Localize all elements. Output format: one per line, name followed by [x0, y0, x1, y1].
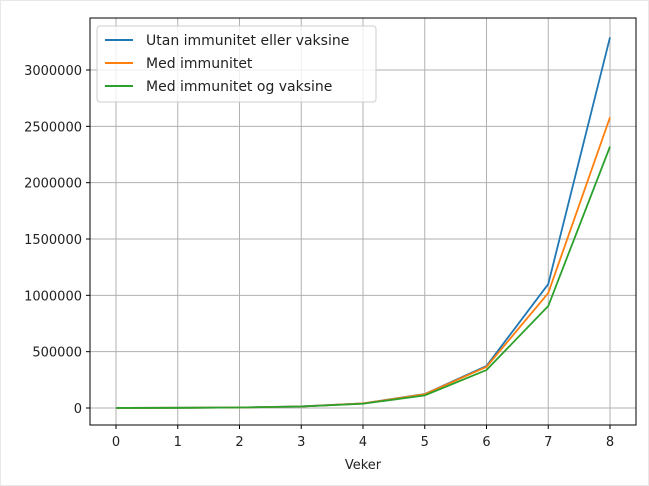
y-tick-label: 2500000 — [24, 120, 82, 135]
legend-box — [96, 25, 377, 103]
x-tick-label: 8 — [606, 435, 614, 450]
legend-label: Utan immunitet eller vaksine — [146, 33, 349, 49]
x-axis-label: Veker — [345, 458, 382, 473]
y-tick-label: 0 — [74, 402, 82, 417]
y-tick-label: 2000000 — [24, 177, 82, 192]
y-tick-label: 500000 — [32, 346, 82, 361]
series-line-2 — [115, 146, 611, 409]
x-axis-ticks: 0 1 2 3 4 5 6 7 8 — [112, 425, 614, 450]
legend-label: Med immunitet og vaksine — [146, 79, 332, 95]
series-lines — [115, 37, 611, 409]
legend: Utan immunitet eller vaksine Med immunite… — [96, 25, 377, 103]
x-tick-label: 7 — [544, 435, 552, 450]
x-tick-label: 5 — [421, 435, 429, 450]
x-tick-label: 2 — [235, 435, 243, 450]
x-tick-label: 6 — [482, 435, 490, 450]
y-tick-label: 1500000 — [24, 233, 82, 248]
x-tick-label: 4 — [359, 435, 367, 450]
y-tick-label: 1000000 — [24, 289, 82, 304]
x-tick-label: 1 — [174, 435, 182, 450]
x-tick-label: 0 — [112, 435, 120, 450]
y-tick-label: 3000000 — [24, 64, 82, 79]
legend-label: Med immunitet — [146, 56, 253, 72]
y-axis-ticks: 0 500000 1000000 1500000 2000000 2500000 30000… — [24, 64, 90, 417]
x-tick-label: 3 — [297, 435, 305, 450]
